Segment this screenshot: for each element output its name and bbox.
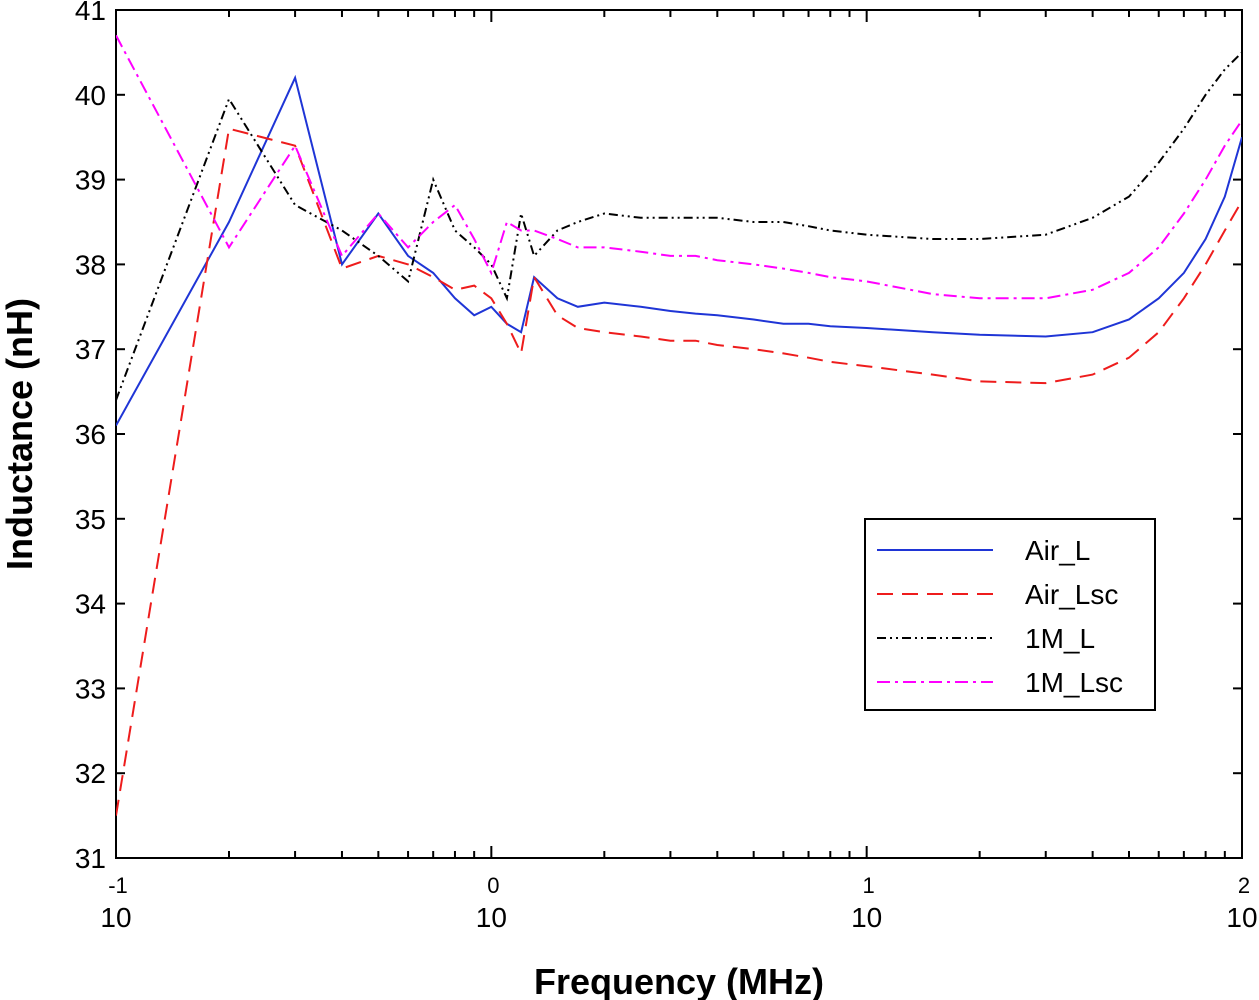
y-tick-label: 39 xyxy=(75,165,106,196)
series-layer xyxy=(116,34,1242,816)
y-tick-label: 34 xyxy=(75,589,106,620)
x-tick-exponent: 0 xyxy=(487,873,499,898)
legend-label-air-l: Air_L xyxy=(1025,535,1090,566)
y-tick-label: 31 xyxy=(75,843,106,874)
y-tick-label: 38 xyxy=(75,249,106,280)
plot-area xyxy=(115,9,1243,859)
x-tick-label: 10 xyxy=(1226,902,1257,933)
y-tick-label: 35 xyxy=(75,504,106,535)
series-line-1m-lsc xyxy=(116,34,1242,300)
y-tick-label: 40 xyxy=(75,80,106,111)
series-line-air-lsc xyxy=(116,127,1242,816)
y-tick-label: 33 xyxy=(75,673,106,704)
y-tick-label: 37 xyxy=(75,334,106,365)
legend-label-air-lsc: Air_Lsc xyxy=(1025,579,1118,610)
legend: Air_L Air_Lsc 1M_L 1M_Lsc xyxy=(864,518,1156,711)
x-tick-label: 10 xyxy=(476,902,507,933)
x-tick-exponent: -1 xyxy=(108,873,128,898)
y-tick-label: 36 xyxy=(75,419,106,450)
legend-label-1m-l: 1M_L xyxy=(1025,623,1095,654)
x-tick-exponent: 1 xyxy=(863,873,875,898)
y-tick-label: 41 xyxy=(75,0,106,26)
x-tick-label: 10 xyxy=(851,902,882,933)
series-line-1m-l xyxy=(116,51,1242,401)
x-tick-label: 10 xyxy=(100,902,131,933)
y-axis-title: Inductance (nH) xyxy=(0,298,40,570)
legend-label-1m-lsc: 1M_Lsc xyxy=(1025,667,1123,698)
series-line-air-l xyxy=(116,74,1242,426)
x-tick-exponent: 2 xyxy=(1238,873,1250,898)
ticks-layer: 31 32 33 34 35 36 37 38 39 40 41 10 -1 10 0 10 1 10 2 xyxy=(75,0,1258,933)
y-tick-label: 32 xyxy=(75,758,106,789)
x-axis-title: Frequency (MHz) xyxy=(534,961,824,1000)
